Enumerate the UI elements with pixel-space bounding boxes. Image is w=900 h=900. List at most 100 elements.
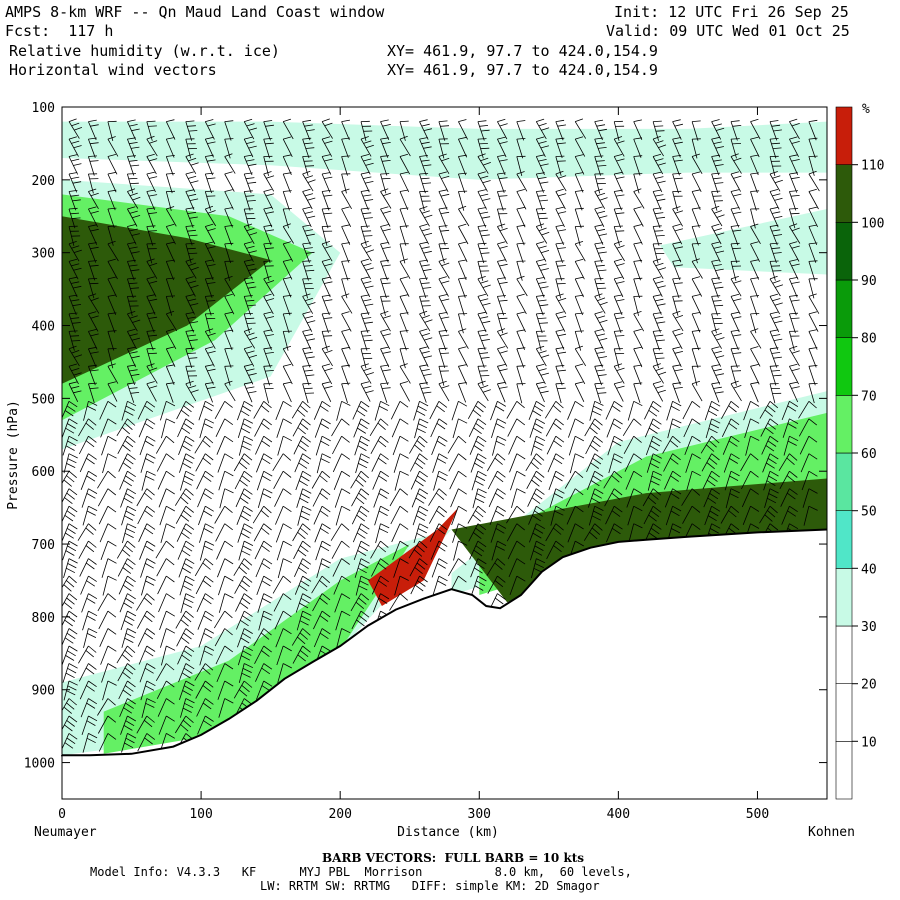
wind-barb <box>633 208 644 227</box>
wind-barb-flag <box>166 119 175 122</box>
wind-barb <box>224 243 231 264</box>
wind-barb <box>477 296 488 315</box>
wind-barb-flag <box>380 328 389 332</box>
wind-barb <box>730 331 739 351</box>
wind-barb-flag <box>557 315 567 319</box>
wind-barb-flag <box>440 125 450 127</box>
wind-barb-flag <box>592 410 602 416</box>
wind-barb-flag <box>146 207 156 210</box>
wind-barb <box>360 243 372 262</box>
wind-barb-flag <box>516 311 525 315</box>
wind-barb-flag <box>144 440 154 447</box>
wind-barb <box>800 453 810 473</box>
wind-barb-flag <box>536 154 545 157</box>
wind-barb-flag <box>321 363 331 367</box>
wind-barb-flag <box>441 280 450 284</box>
wind-barb <box>99 523 109 543</box>
wind-barb <box>216 540 226 560</box>
wind-barb <box>399 226 407 246</box>
wind-barb-flag <box>261 440 271 447</box>
wind-barb <box>107 313 116 333</box>
wind-barb-flag <box>145 563 154 569</box>
wind-barb-flag <box>536 259 545 262</box>
wind-barb-flag <box>321 505 331 513</box>
wind-barb-flag <box>166 418 176 424</box>
wind-barb-flag <box>305 165 315 167</box>
wind-barb-flag <box>497 453 506 461</box>
wind-barb <box>730 313 740 333</box>
terrain-fill <box>62 529 827 799</box>
wind-barb <box>781 401 790 421</box>
wind-barb-flag <box>127 593 136 600</box>
wind-barb-flag <box>306 338 315 341</box>
wind-barb <box>487 575 498 594</box>
wind-barb-flag <box>531 479 540 487</box>
wind-barb <box>204 348 215 367</box>
wind-barb-flag <box>68 435 78 442</box>
wind-barb-flag <box>122 584 132 592</box>
wind-barb-flag <box>302 329 311 332</box>
wind-barb-flag <box>149 140 158 144</box>
wind-barb-flag <box>85 422 94 430</box>
wind-barb <box>497 121 508 140</box>
wind-barb-flag <box>88 505 98 511</box>
wind-barb <box>750 191 757 211</box>
wind-barb <box>704 401 712 421</box>
wind-barb-flag <box>341 242 350 245</box>
wind-barb-flag <box>475 440 485 447</box>
wind-barb <box>380 278 387 299</box>
wind-barb <box>448 453 459 472</box>
wind-barb-flag <box>321 418 331 425</box>
wind-barb <box>594 156 601 176</box>
wind-barb <box>258 610 265 631</box>
wind-barb-flag <box>399 488 409 496</box>
wind-barb-flag <box>283 190 292 192</box>
wind-barb-flag <box>306 356 315 359</box>
wind-barb-flag <box>185 258 194 262</box>
wind-barb <box>83 401 89 421</box>
wind-barb-flag <box>85 527 94 535</box>
wind-barb-flag <box>242 545 252 551</box>
wind-barb <box>730 156 742 174</box>
wind-barb-flag <box>772 298 781 302</box>
wind-barb <box>243 243 254 262</box>
wind-barb-flag <box>243 453 253 461</box>
wind-barb <box>672 383 680 403</box>
wind-barb <box>633 138 642 158</box>
wind-barb <box>486 558 498 576</box>
wind-barb-flag <box>458 136 467 140</box>
y-tick-label: 700 <box>32 538 55 553</box>
wind-barb-flag <box>362 230 372 232</box>
wind-barb <box>652 331 660 351</box>
wind-barb <box>789 348 800 367</box>
wind-barb-flag <box>300 493 310 499</box>
wind-barb-flag <box>125 633 135 639</box>
wind-barb-flag <box>203 405 213 412</box>
wind-barb-flag <box>248 268 257 271</box>
wind-barb-flag <box>243 470 253 478</box>
wind-barb-flag <box>728 422 738 430</box>
wind-barb-flag <box>657 180 666 184</box>
wind-barb-flag <box>146 189 156 192</box>
wind-barb <box>608 453 615 474</box>
colorbar-tick-label: 110 <box>861 159 884 174</box>
wind-barb-flag <box>202 685 212 693</box>
wind-barb-flag <box>319 632 329 640</box>
wind-barb <box>574 191 583 211</box>
wind-barb-flag <box>88 346 97 350</box>
wind-barb-flag <box>516 505 525 514</box>
wind-barb-flag <box>166 698 175 705</box>
wind-barb-flag <box>263 523 272 531</box>
wind-barb <box>273 471 284 489</box>
wind-barb-flag <box>808 242 818 245</box>
chart-title: AMPS 8-km WRF -- Qn Maud Land Coast wind… <box>5 3 385 21</box>
wind-barb-flag <box>131 355 140 359</box>
wind-barb-flag <box>145 475 155 481</box>
wind-barb-flag <box>616 367 625 371</box>
wind-barb-flag <box>243 628 253 634</box>
wind-barb <box>88 156 95 176</box>
wind-barb-flag <box>421 369 430 372</box>
wind-barb <box>764 488 771 509</box>
wind-barb <box>555 208 565 228</box>
wind-barb-flag <box>774 197 783 201</box>
